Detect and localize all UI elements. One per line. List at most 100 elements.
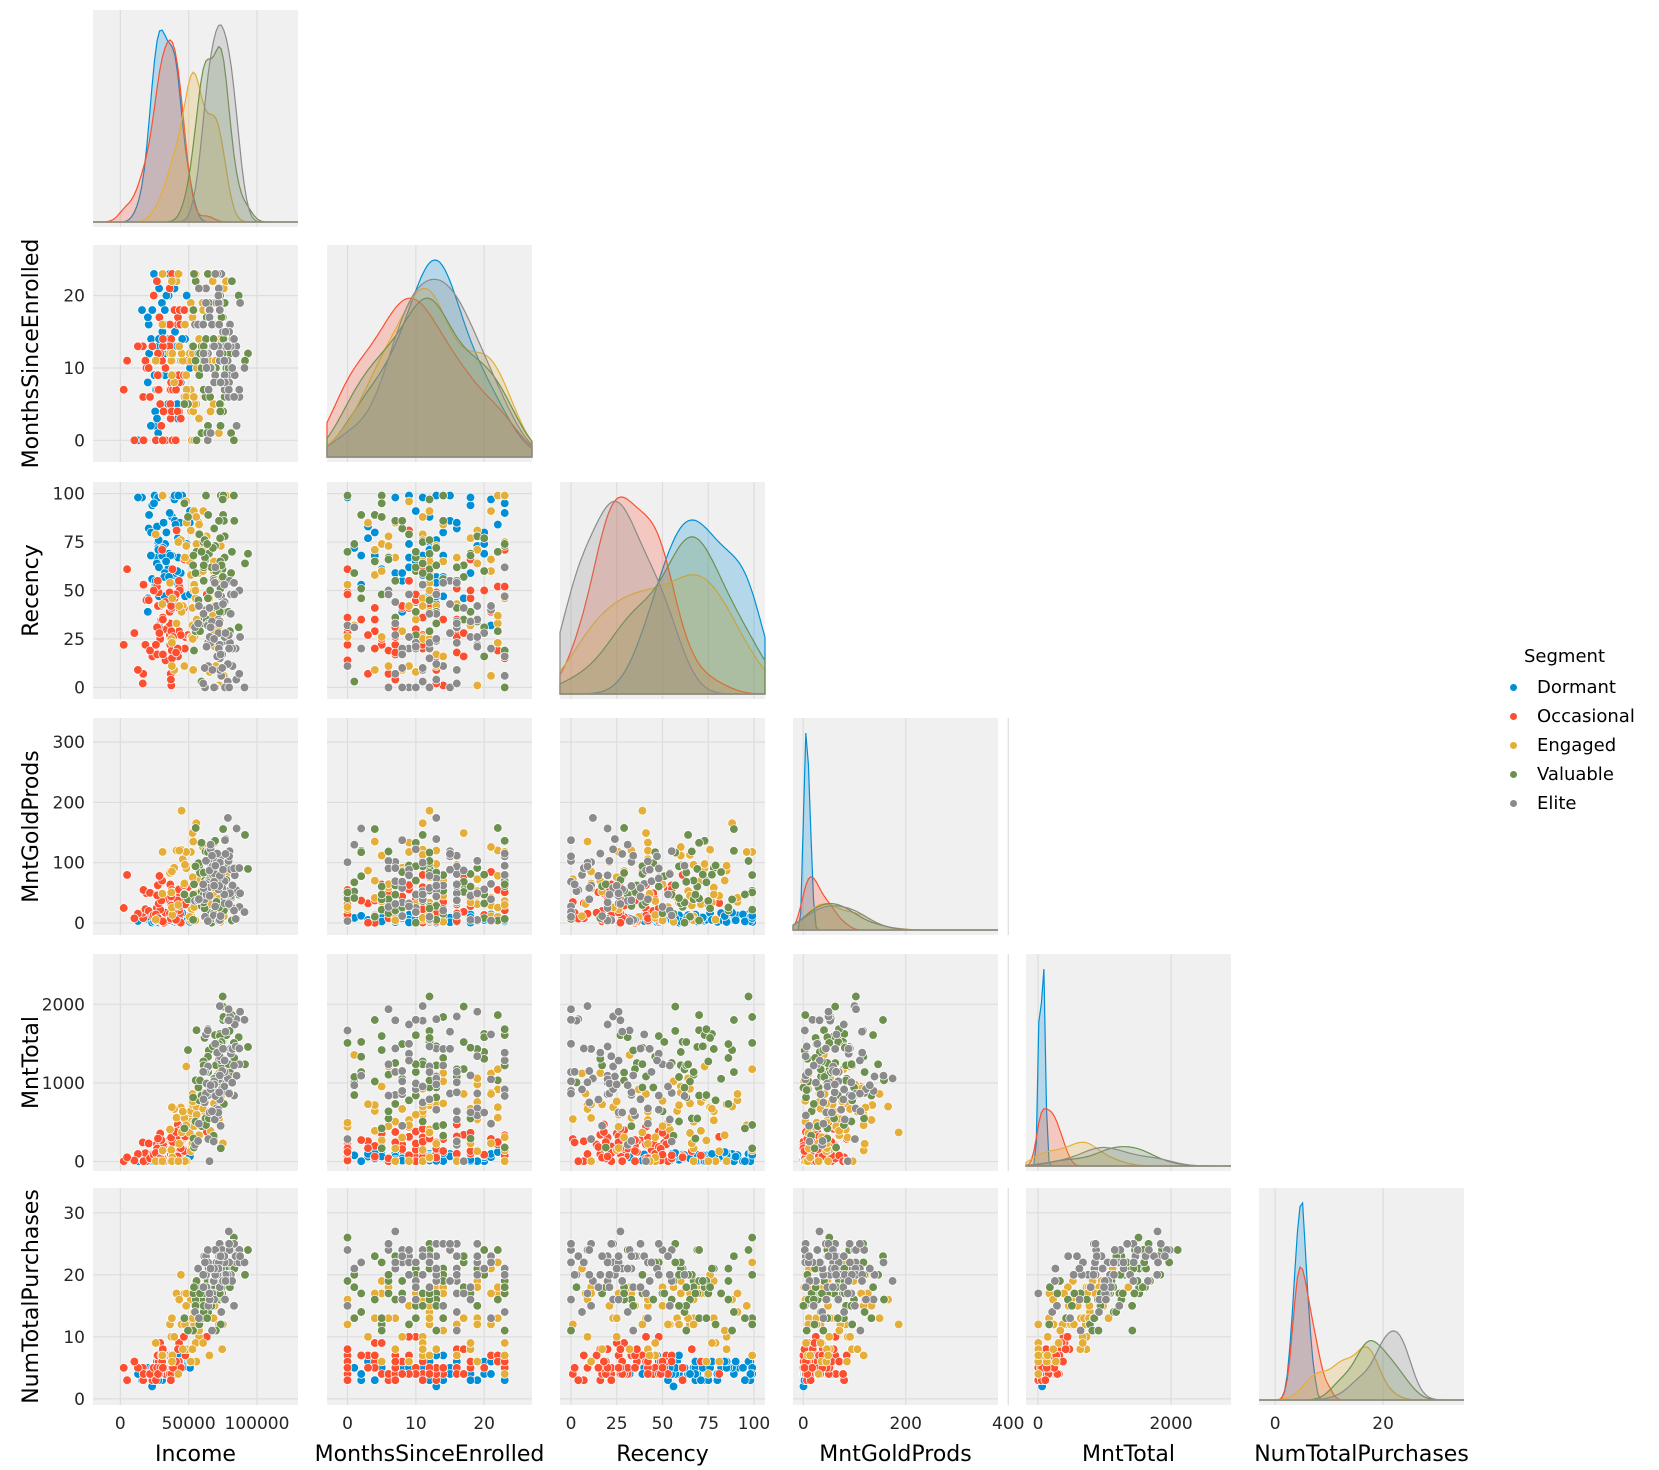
panel-Recency-vs-Recency bbox=[559, 482, 766, 699]
point-Valuable bbox=[418, 1301, 428, 1311]
point-Elite bbox=[838, 1094, 848, 1105]
point-Dormant bbox=[397, 568, 407, 578]
point-Occasional bbox=[151, 640, 161, 650]
point-Elite bbox=[855, 1088, 865, 1099]
point-Valuable bbox=[619, 868, 629, 878]
point-Valuable bbox=[500, 1024, 510, 1034]
point-Occasional bbox=[613, 1363, 624, 1373]
point-Elite bbox=[817, 1136, 828, 1146]
point-Elite bbox=[812, 1039, 822, 1049]
point-Valuable bbox=[710, 1319, 721, 1330]
point-Valuable bbox=[349, 893, 359, 903]
point-Engaged bbox=[424, 506, 435, 516]
point-Occasional bbox=[667, 1356, 677, 1367]
point-Elite bbox=[500, 848, 510, 859]
point-Elite bbox=[654, 1090, 664, 1101]
point-Elite bbox=[597, 1121, 607, 1131]
point-Valuable bbox=[479, 651, 489, 662]
point-Valuable bbox=[349, 539, 359, 549]
point-Valuable bbox=[349, 1282, 359, 1292]
point-Engaged bbox=[696, 1126, 706, 1136]
point-Valuable bbox=[723, 1294, 734, 1305]
point-Elite bbox=[593, 1282, 604, 1292]
point-Elite bbox=[679, 1270, 690, 1280]
kde-Elite bbox=[326, 278, 533, 458]
point-Engaged bbox=[568, 1114, 578, 1124]
point-Elite bbox=[438, 1301, 448, 1311]
point-Engaged bbox=[167, 370, 177, 380]
point-Valuable bbox=[438, 490, 448, 501]
point-Engaged bbox=[424, 1313, 435, 1323]
point-Valuable bbox=[747, 1319, 757, 1330]
point-Valuable bbox=[356, 510, 366, 520]
panel-NumTotalPurchases-vs-Recency bbox=[560, 1188, 765, 1405]
point-Elite bbox=[200, 663, 210, 673]
point-Elite bbox=[397, 1086, 407, 1096]
point-Valuable bbox=[215, 421, 226, 431]
point-Elite bbox=[628, 851, 638, 861]
point-Engaged bbox=[204, 1350, 215, 1361]
point-Elite bbox=[623, 1263, 633, 1274]
point-Elite bbox=[657, 902, 668, 912]
point-Valuable bbox=[637, 1059, 648, 1069]
panel-MntTotal-vs-MonthsSinceEnrolled bbox=[327, 954, 532, 1171]
point-Engaged bbox=[493, 618, 503, 629]
point-Engaged bbox=[472, 1146, 482, 1156]
point-Elite bbox=[452, 879, 462, 889]
point-Elite bbox=[193, 1136, 203, 1146]
point-Engaged bbox=[801, 1338, 811, 1348]
point-Elite bbox=[397, 1076, 407, 1086]
point-Elite bbox=[486, 601, 496, 611]
point-Engaged bbox=[815, 1338, 826, 1348]
point-Dormant bbox=[731, 1356, 741, 1367]
point-Valuable bbox=[866, 1313, 877, 1323]
point-Elite bbox=[390, 1043, 400, 1054]
point-Engaged bbox=[472, 558, 482, 569]
point-Valuable bbox=[370, 1076, 380, 1087]
point-Valuable bbox=[356, 1288, 366, 1299]
point-Engaged bbox=[188, 836, 198, 847]
point-Elite bbox=[613, 888, 624, 898]
point-Elite bbox=[418, 676, 428, 687]
point-Elite bbox=[452, 1251, 462, 1261]
point-Elite bbox=[198, 1282, 209, 1292]
panel-Income-vs-Income bbox=[93, 10, 298, 227]
point-Engaged bbox=[834, 1325, 844, 1336]
point-Occasional bbox=[465, 585, 476, 596]
point-Elite bbox=[229, 1060, 239, 1071]
point-Valuable bbox=[418, 568, 428, 578]
point-Elite bbox=[566, 851, 576, 861]
point-Engaged bbox=[714, 1356, 724, 1367]
point-Engaged bbox=[370, 665, 380, 675]
point-Elite bbox=[602, 1041, 613, 1052]
point-Elite bbox=[220, 1294, 230, 1305]
point-Elite bbox=[597, 911, 607, 921]
point-Elite bbox=[424, 682, 435, 693]
point-Elite bbox=[397, 663, 407, 673]
point-Engaged bbox=[151, 1338, 161, 1348]
point-Elite bbox=[612, 1079, 622, 1090]
point-Elite bbox=[383, 682, 394, 693]
point-Engaged bbox=[167, 276, 177, 286]
point-Engaged bbox=[167, 1102, 177, 1112]
point-Engaged bbox=[411, 614, 421, 625]
point-Elite bbox=[472, 1007, 482, 1017]
point-Elite bbox=[486, 879, 496, 889]
point-Valuable bbox=[229, 490, 239, 501]
point-Elite bbox=[645, 1276, 655, 1286]
point-Elite bbox=[218, 865, 228, 875]
point-Dormant bbox=[146, 421, 156, 431]
point-Elite bbox=[193, 618, 203, 629]
point-Elite bbox=[615, 899, 626, 909]
point-Valuable bbox=[710, 1095, 721, 1105]
point-Valuable bbox=[438, 1131, 448, 1141]
point-Valuable bbox=[411, 562, 421, 572]
point-Occasional bbox=[171, 647, 181, 658]
point-Engaged bbox=[179, 878, 190, 889]
point-Elite bbox=[679, 1091, 690, 1101]
point-Valuable bbox=[500, 836, 510, 846]
point-Elite bbox=[203, 916, 213, 926]
point-Valuable bbox=[698, 1276, 708, 1286]
point-Elite bbox=[424, 1094, 435, 1104]
point-Elite bbox=[220, 327, 231, 337]
